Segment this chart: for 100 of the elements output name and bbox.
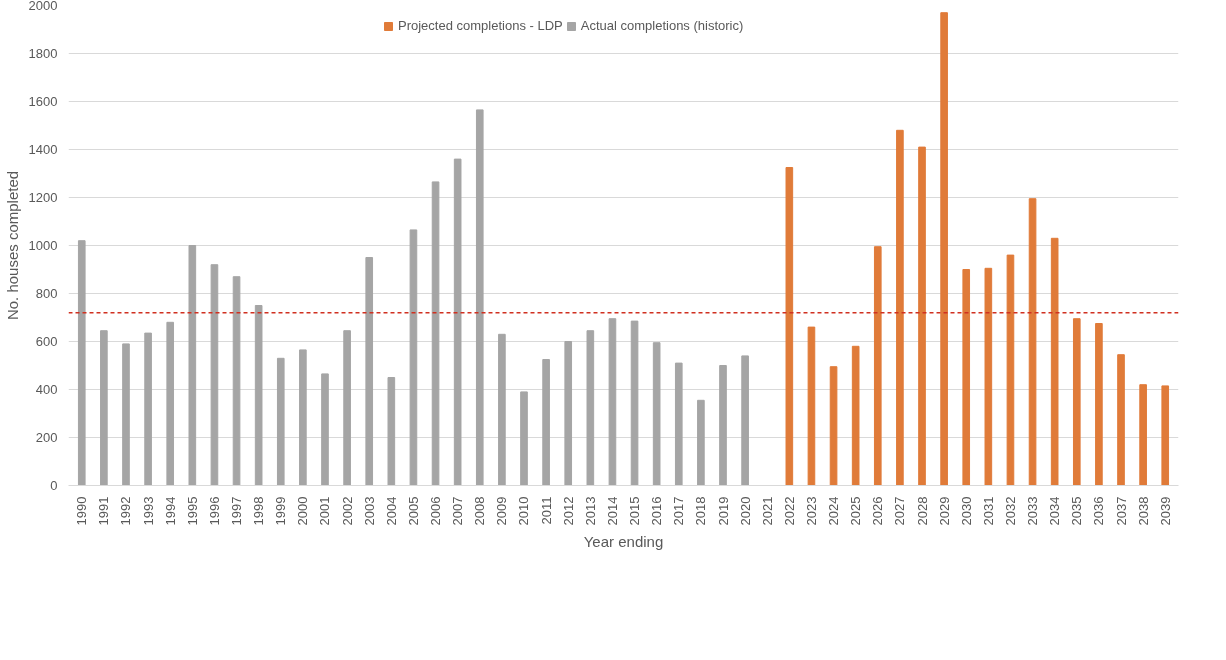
- x-tick-label: 2004: [383, 496, 399, 526]
- bar: [321, 373, 329, 486]
- y-tick-label: 400: [35, 382, 58, 397]
- bar: [365, 257, 374, 486]
- bar: [586, 330, 595, 486]
- bar: [940, 12, 948, 486]
- x-tick-label: 2008: [472, 496, 488, 526]
- x-tick-label: 2027: [892, 496, 908, 526]
- bar: [719, 365, 727, 486]
- bar: [564, 341, 573, 486]
- bar: [166, 321, 175, 486]
- bar: [1028, 198, 1037, 486]
- bar: [984, 267, 993, 486]
- x-tick-label: 1997: [229, 496, 245, 526]
- x-tick-label: 2020: [737, 496, 753, 526]
- legend-label: Actual completions (historic): [580, 18, 744, 33]
- x-tick-label: 2017: [671, 496, 687, 526]
- x-tick-label: 1998: [251, 496, 267, 526]
- bar: [100, 330, 108, 486]
- y-tick-label: 800: [35, 286, 58, 301]
- x-tick-label: 2002: [339, 496, 355, 526]
- bar: [453, 158, 462, 486]
- bar: [343, 330, 351, 486]
- x-tick-label: 2019: [715, 496, 731, 526]
- bar: [542, 359, 550, 486]
- x-tick-label: 1991: [96, 496, 112, 526]
- bar: [498, 333, 506, 486]
- bar: [1072, 318, 1081, 486]
- x-tick-label: 1999: [273, 496, 289, 526]
- x-tick-label: 2007: [450, 496, 466, 526]
- y-tick-label: 600: [35, 334, 58, 349]
- x-tick-label: 2015: [627, 496, 643, 526]
- bar: [829, 366, 838, 486]
- x-tick-label: 2021: [759, 496, 775, 526]
- bar: [873, 246, 882, 486]
- x-tick-label: 2039: [1157, 496, 1173, 526]
- x-tick-label: 2026: [870, 496, 886, 526]
- bar: [122, 343, 130, 486]
- x-tick-label: 1996: [206, 496, 222, 526]
- bar: [785, 167, 794, 486]
- bar: [232, 276, 241, 486]
- x-tick-label: 1993: [140, 496, 156, 526]
- bar: [962, 269, 971, 486]
- x-tick-label: 2033: [1025, 496, 1041, 526]
- bar: [918, 146, 926, 486]
- legend-label: Projected completions - LDP: [398, 18, 563, 33]
- bar: [697, 399, 705, 486]
- x-tick-label: 2036: [1091, 496, 1107, 526]
- y-tick-label: 1000: [28, 238, 58, 253]
- bar: [431, 181, 440, 486]
- y-tick-label: 1600: [28, 94, 58, 109]
- x-tick-label: 1995: [184, 496, 200, 526]
- bar: [630, 320, 639, 486]
- x-tick-label: 2001: [317, 496, 333, 526]
- x-tick-label: 2037: [1113, 496, 1129, 526]
- x-tick-label: 2005: [405, 496, 421, 526]
- bar: [210, 264, 219, 486]
- x-tick-label: 2013: [582, 496, 598, 526]
- y-tick-label: 1800: [28, 46, 58, 61]
- bar: [387, 377, 396, 486]
- y-tick-label: 1200: [28, 190, 58, 205]
- x-tick-label: 2006: [428, 496, 444, 526]
- x-tick-label: 2023: [803, 496, 819, 526]
- x-tick-label: 2035: [1069, 496, 1085, 526]
- bar: [1117, 354, 1125, 486]
- x-tick-label: 2030: [958, 496, 974, 526]
- x-tick-label: 2034: [1047, 496, 1063, 526]
- y-tick-label: 1400: [28, 142, 58, 157]
- x-tick-label: 2024: [826, 496, 842, 526]
- x-tick-label: 2003: [361, 496, 377, 526]
- x-tick-label: 2012: [560, 496, 576, 526]
- x-tick-label: 2010: [516, 496, 532, 526]
- x-tick-label: 2018: [693, 496, 709, 526]
- y-tick-label: 200: [35, 430, 58, 445]
- x-tick-label: 2032: [1002, 496, 1018, 526]
- x-tick-label: 2029: [936, 496, 952, 526]
- bar: [1161, 385, 1170, 486]
- x-tick-label: 1992: [118, 496, 134, 526]
- bar: [520, 391, 528, 486]
- x-tick-label: 2014: [604, 496, 620, 526]
- x-tick-label: 2009: [494, 496, 510, 526]
- bar: [807, 326, 816, 486]
- bar: [741, 355, 749, 486]
- x-tick-label: 1990: [74, 496, 90, 526]
- x-tick-label: 2038: [1135, 496, 1151, 526]
- bar: [299, 349, 307, 486]
- x-tick-label: 2011: [538, 496, 554, 525]
- bar: [254, 305, 263, 486]
- bar: [1006, 254, 1015, 486]
- x-axis-title: Year ending: [583, 533, 664, 551]
- bar: [674, 362, 683, 486]
- x-tick-label: 1994: [162, 496, 178, 526]
- bar: [475, 109, 484, 486]
- bar: [144, 332, 152, 486]
- x-tick-label: 2016: [649, 496, 665, 526]
- y-tick-label: 0: [50, 478, 58, 493]
- x-tick-label: 2028: [914, 496, 930, 526]
- x-tick-label: 2031: [980, 496, 996, 526]
- x-tick-label: 2022: [781, 496, 797, 526]
- x-tick-label: 2000: [295, 496, 311, 526]
